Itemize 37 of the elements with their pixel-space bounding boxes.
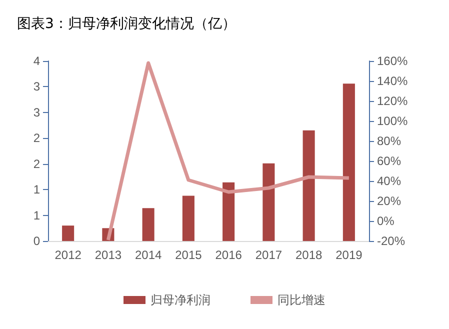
y-tick-label: 1 — [33, 182, 40, 197]
x-tick-label: 2016 — [215, 248, 242, 262]
bar — [302, 130, 315, 241]
y-tick-label: 4 — [33, 54, 40, 68]
y2-tick-label: 80% — [377, 134, 402, 148]
bar — [182, 196, 194, 241]
y2-tick-label: -20% — [377, 234, 406, 248]
y-tick-label: 2 — [33, 131, 40, 146]
y2-tick-label: 20% — [377, 194, 402, 208]
y2-tick-label: 40% — [377, 174, 402, 188]
bar — [222, 182, 235, 241]
chart-title: 图表3：归母净利润变化情况（亿） — [17, 16, 236, 32]
y-tick-label: 3 — [33, 105, 40, 120]
bar — [62, 226, 74, 241]
y-tick-label: 2 — [33, 156, 40, 171]
x-tick-label: 2014 — [134, 248, 162, 262]
bar — [262, 163, 275, 241]
x-tick-label: 2017 — [255, 248, 282, 262]
legend-label: 同比增速 — [278, 293, 326, 307]
x-tick-label: 2019 — [336, 248, 363, 262]
line-series — [106, 61, 351, 242]
y2-tick-label: 120% — [377, 94, 408, 108]
x-tick-label: 2012 — [54, 248, 82, 262]
y2-tick-label: 140% — [377, 74, 408, 88]
y2-tick-label: 100% — [377, 114, 408, 128]
y2-tick-label: 60% — [377, 154, 402, 168]
y-tick-label: 0 — [33, 234, 40, 248]
x-tick-label: 2015 — [175, 248, 202, 262]
legend-label: 归母净利润 — [150, 293, 210, 307]
bar — [142, 208, 154, 241]
x-tick-label: 2018 — [295, 248, 322, 262]
y2-tick-label: 160% — [377, 54, 408, 68]
bar — [342, 84, 355, 241]
x-tick-label: 2013 — [94, 248, 122, 262]
y2-tick-label: 0% — [377, 214, 395, 228]
y-tick-label: 1 — [33, 208, 40, 222]
y-tick-label: 3 — [33, 80, 40, 94]
